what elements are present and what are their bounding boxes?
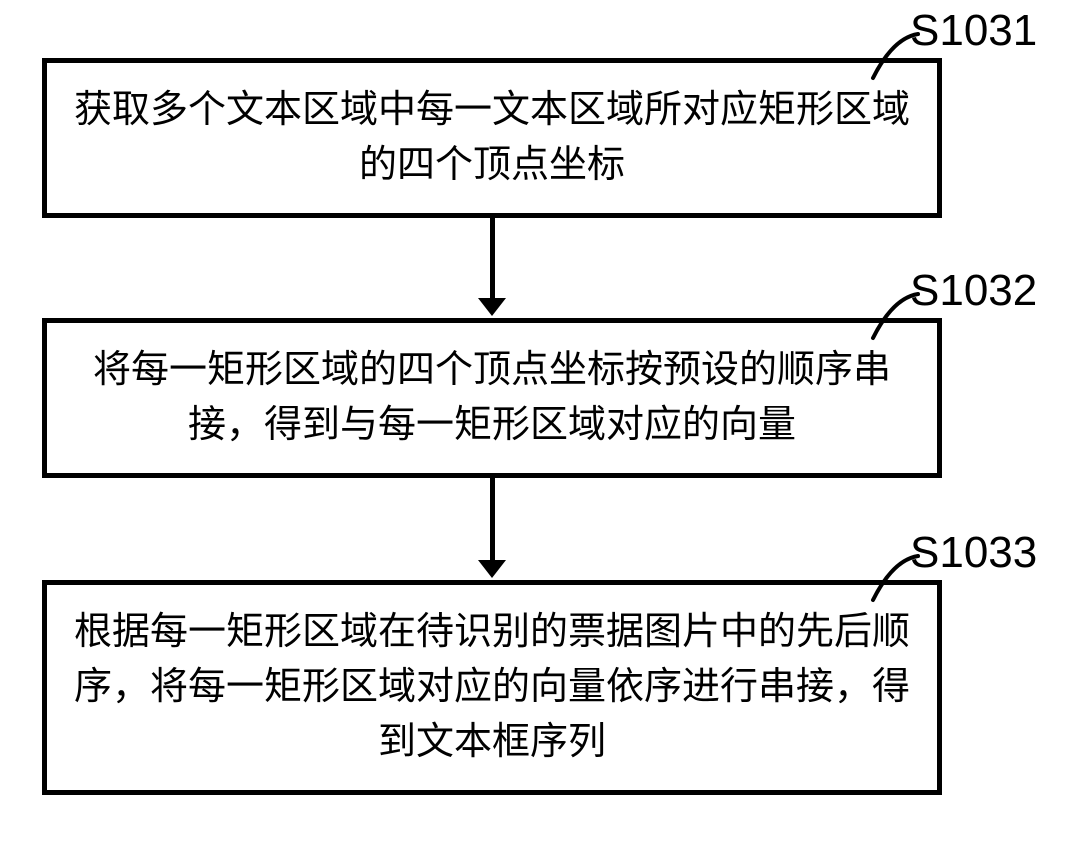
flowchart-step-1: 获取多个文本区域中每一文本区域所对应矩形区域的四个顶点坐标 — [42, 58, 942, 218]
flowchart-step-1-text: 获取多个文本区域中每一文本区域所对应矩形区域的四个顶点坐标 — [67, 83, 917, 193]
flowchart-step-2-text: 将每一矩形区域的四个顶点坐标按预设的顺序串接，得到与每一矩形区域对应的向量 — [67, 343, 917, 453]
flowchart-step-2-label: S1032 — [910, 266, 1037, 316]
flowchart-arrow-1-head — [478, 298, 506, 316]
flowchart-arrow-2-line — [490, 478, 495, 562]
flowchart-arrow-2-head — [478, 560, 506, 578]
flowchart-step-1-connector — [848, 26, 928, 86]
flowchart-step-3-label: S1033 — [910, 528, 1037, 578]
flowchart-arrow-1-line — [490, 218, 495, 300]
flowchart-step-2: 将每一矩形区域的四个顶点坐标按预设的顺序串接，得到与每一矩形区域对应的向量 — [42, 318, 942, 478]
flowchart-step-2-connector — [848, 286, 928, 346]
flowchart-step-3-text: 根据每一矩形区域在待识别的票据图片中的先后顺序，将每一矩形区域对应的向量依序进行… — [67, 605, 917, 770]
flowchart-step-3-connector — [848, 548, 928, 608]
flowchart-step-1-label: S1031 — [910, 6, 1037, 56]
flowchart-step-3: 根据每一矩形区域在待识别的票据图片中的先后顺序，将每一矩形区域对应的向量依序进行… — [42, 580, 942, 795]
